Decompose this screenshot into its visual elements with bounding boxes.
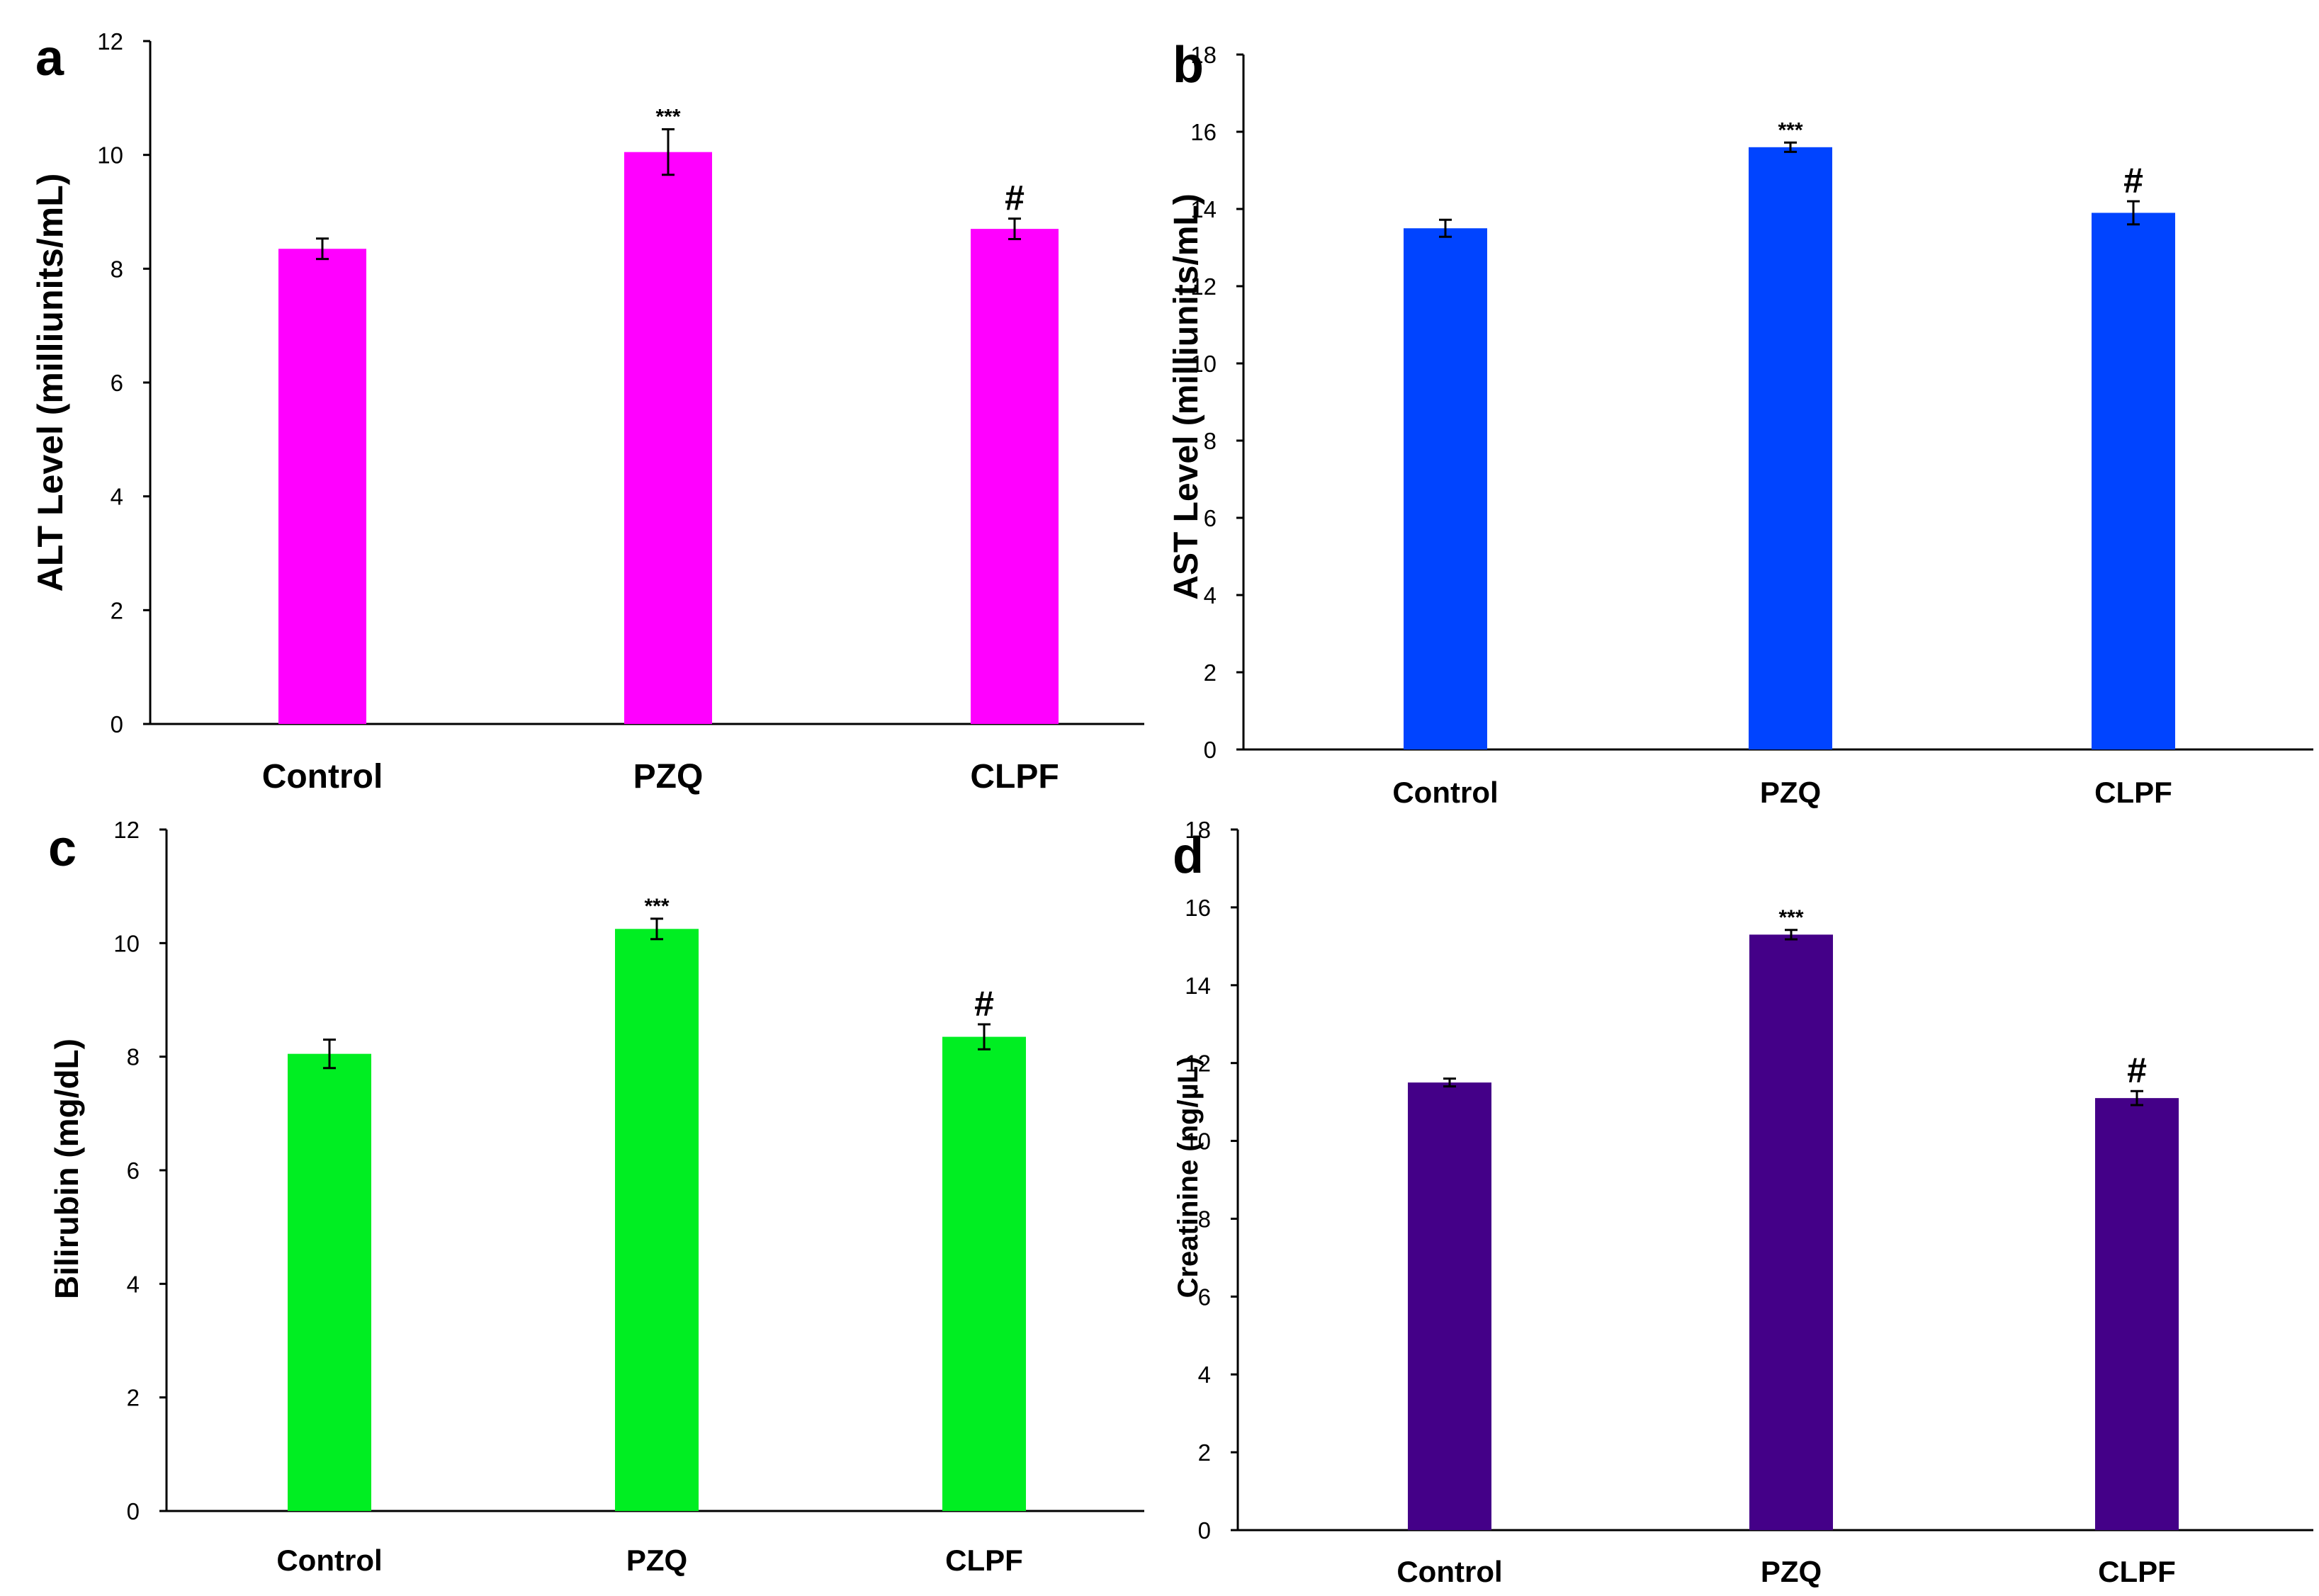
y-tick-label-d-7: 14 [1185, 973, 1211, 999]
y-tick-label-c-1: 2 [127, 1385, 140, 1411]
bar-c-2 [942, 1036, 1026, 1511]
bar-c-1 [615, 929, 699, 1511]
category-label-a-2: CLPF [970, 758, 1059, 796]
bar-a-1 [624, 152, 712, 724]
panel-letter-c: c [48, 820, 77, 877]
y-axis-title-b: AST Level (milliunits/mL) [1168, 193, 1205, 599]
category-label-d-0: Control [1397, 1555, 1502, 1588]
y-tick-label-a-4: 8 [111, 256, 123, 282]
panel-c: c Bilirubin (mg/dL) 0 2 4 6 8 10 12 Control *** PZQ… [48, 817, 1144, 1577]
panel-letter-d: d [1173, 827, 1204, 884]
category-label-b-1: PZQ [1760, 776, 1821, 809]
panel-letter-b: b [1173, 37, 1204, 94]
y-axis-title-a: ALT Level (milliunits/mL) [30, 174, 70, 592]
y-tick-label-b-8: 16 [1190, 119, 1217, 145]
significance-label-d-1: *** [1778, 906, 1803, 929]
significance-label-a-2: # [1005, 179, 1025, 218]
y-tick-label-b-5: 10 [1190, 351, 1217, 377]
y-axis-title-d: Creatinine (ng/µL) [1173, 1057, 1204, 1298]
bar-a-0 [278, 249, 366, 724]
significance-label-a-1: *** [655, 106, 680, 129]
bar-d-0 [1408, 1082, 1491, 1530]
bar-a-2 [971, 229, 1059, 725]
significance-label-d-2: # [2127, 1051, 2147, 1090]
y-tick-label-a-5: 10 [97, 142, 123, 169]
y-tick-label-b-1: 2 [1204, 660, 1217, 686]
panel-d: d Creatinine (ng/µL) 0 2 4 6 8 10 12 14 16 18 Contro… [1173, 817, 2313, 1588]
y-tick-label-b-9: 18 [1190, 42, 1217, 68]
category-label-a-0: Control [262, 758, 383, 796]
category-label-c-1: PZQ [626, 1544, 687, 1577]
y-tick-label-d-3: 6 [1198, 1284, 1211, 1310]
y-tick-label-b-0: 0 [1204, 737, 1217, 763]
y-tick-label-a-3: 6 [111, 370, 123, 396]
y-tick-label-a-6: 12 [97, 28, 123, 55]
y-tick-label-b-6: 12 [1190, 273, 1217, 300]
panel-b: b AST Level (milliunits/mL) 0 2 4 6 8 10 12 14 16 1… [1168, 37, 2313, 809]
bar-b-2 [2092, 213, 2175, 749]
category-label-c-2: CLPF [945, 1544, 1023, 1577]
category-label-b-0: Control [1392, 776, 1498, 809]
y-tick-label-d-1: 2 [1198, 1439, 1211, 1466]
significance-label-c-2: # [974, 984, 994, 1024]
bar-c-0 [288, 1053, 371, 1511]
category-label-d-1: PZQ [1761, 1555, 1822, 1588]
y-tick-label-d-2: 4 [1198, 1362, 1211, 1388]
y-tick-label-d-6: 12 [1185, 1051, 1211, 1077]
y-tick-label-c-3: 6 [127, 1158, 140, 1184]
y-tick-label-a-1: 2 [111, 597, 123, 623]
panel-letter-a: a [35, 30, 64, 86]
y-tick-label-a-2: 4 [111, 484, 123, 510]
category-label-c-0: Control [276, 1544, 382, 1577]
y-tick-label-c-6: 12 [113, 817, 140, 843]
y-tick-label-d-4: 8 [1198, 1206, 1211, 1232]
y-tick-label-d-9: 18 [1185, 817, 1211, 843]
y-tick-label-b-7: 14 [1190, 196, 1217, 222]
significance-label-b-2: # [2123, 161, 2143, 200]
y-tick-label-c-4: 8 [127, 1044, 140, 1070]
y-tick-label-b-2: 4 [1204, 582, 1217, 609]
y-tick-label-d-0: 0 [1198, 1517, 1211, 1544]
y-tick-label-c-0: 0 [127, 1498, 140, 1524]
category-label-d-2: CLPF [2098, 1555, 2176, 1588]
category-label-b-2: CLPF [2094, 776, 2172, 809]
bar-d-2 [2095, 1098, 2179, 1530]
bar-b-1 [1749, 147, 1832, 750]
y-tick-label-b-4: 8 [1204, 428, 1217, 454]
significance-label-c-1: *** [644, 895, 669, 918]
bar-b-0 [1404, 228, 1487, 749]
y-tick-label-a-0: 0 [111, 711, 123, 737]
bar-d-1 [1749, 934, 1833, 1530]
y-tick-label-c-5: 10 [113, 930, 140, 956]
category-label-a-1: PZQ [633, 758, 704, 796]
y-tick-label-d-5: 10 [1185, 1128, 1211, 1155]
y-tick-label-b-3: 6 [1204, 505, 1217, 531]
panel-a: a ALT Level (milliunits/mL) 0 2 4 6 8 10 12 Contr… [30, 28, 1144, 796]
significance-label-b-1: *** [1778, 118, 1802, 142]
y-tick-label-d-8: 16 [1185, 895, 1211, 921]
y-axis-title-c: Bilirubin (mg/dL) [48, 1038, 85, 1299]
y-tick-label-c-2: 4 [127, 1271, 140, 1297]
